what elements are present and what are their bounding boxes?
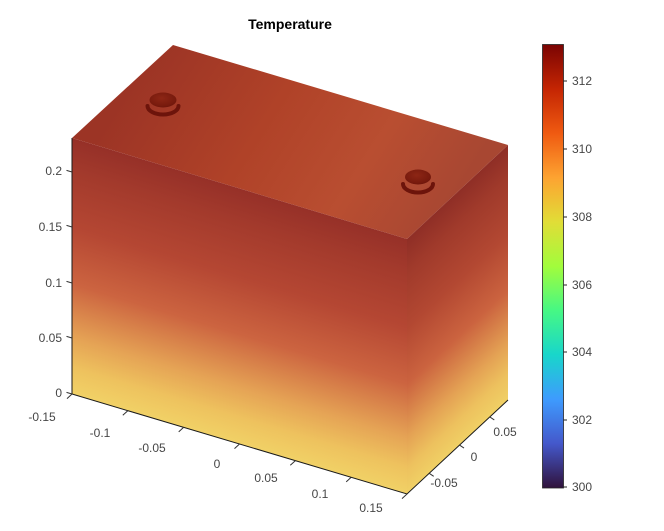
colorbar-tick-label: 308 <box>572 210 593 224</box>
z-tick-label: 0 <box>55 386 62 400</box>
y-axis-ticks <box>428 416 495 477</box>
x-tick-label: 0.1 <box>311 487 329 501</box>
plot-title: Temperature <box>248 16 332 32</box>
block-front-right-face <box>407 145 508 494</box>
colorbar <box>542 44 564 489</box>
y-tick-label: 0.05 <box>493 425 517 439</box>
heat-source-1-top <box>149 92 177 108</box>
z-tick-label: 0.05 <box>38 331 62 345</box>
x-tick-label: -0.05 <box>138 441 166 455</box>
colorbar-ticks <box>563 80 567 488</box>
heat-source-1 <box>145 92 181 117</box>
colorbar-tick-label: 302 <box>572 413 593 427</box>
x-axis-ticks <box>66 393 408 499</box>
z-tick-label: 0.1 <box>45 276 62 290</box>
z-axis-ticks <box>66 169 73 395</box>
heat-source-2 <box>401 169 435 195</box>
colorbar-tick-label: 300 <box>572 480 593 494</box>
x-tick-label: -0.15 <box>28 410 56 424</box>
colorbar-tick-label: 312 <box>572 74 593 88</box>
heat-source-1-rim <box>145 104 181 117</box>
heat-source-2-top <box>405 169 431 185</box>
block-front-left-face <box>72 138 407 494</box>
colorbar-tick-label: 304 <box>572 345 593 359</box>
x-tick-label: -0.1 <box>89 426 111 440</box>
colorbar-tick-label: 306 <box>572 278 593 292</box>
x-tick-label: 0.05 <box>254 471 278 485</box>
z-tick-label: 0.2 <box>45 164 62 178</box>
colorbar-tick-label: 310 <box>572 142 593 156</box>
block-top-face <box>72 45 508 239</box>
x-tick-label: 0.15 <box>359 501 383 515</box>
x-tick-label: 0 <box>213 457 221 471</box>
z-tick-label: 0.15 <box>38 220 62 234</box>
y-tick-label: -0.05 <box>430 476 458 490</box>
y-tick-label: 0 <box>470 450 478 464</box>
heat-source-2-rim <box>401 182 435 195</box>
